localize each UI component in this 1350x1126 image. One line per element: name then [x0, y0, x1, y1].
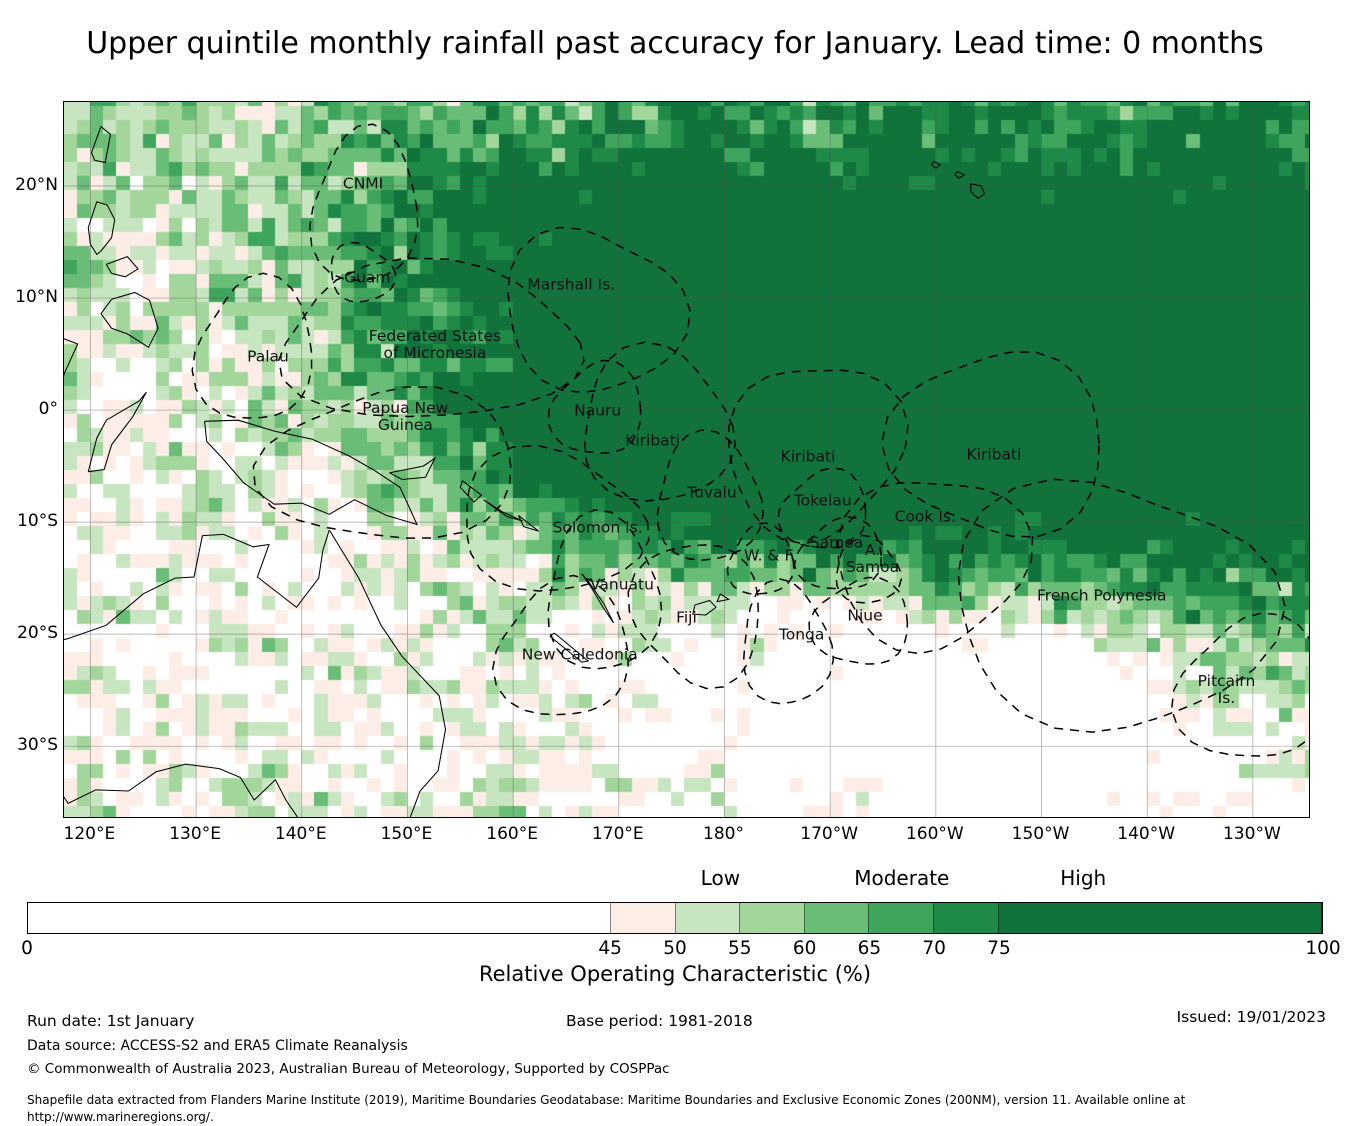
colorbar-tick-70: 70: [922, 938, 946, 959]
lat-tick-4: 20°S: [17, 623, 58, 644]
colorbar-category-high: High: [1060, 866, 1107, 890]
colorbar-tick-65: 65: [857, 938, 882, 959]
lon-tick-4: 160°E: [486, 824, 538, 844]
page-title: Upper quintile monthly rainfall past acc…: [86, 26, 1264, 61]
lon-tick-6: 180°: [703, 824, 744, 844]
lat-tick-3: 10°S: [17, 511, 58, 532]
colorbar-segment-4: [803, 903, 869, 933]
footer: Run date: 1st January Base period: 1981-…: [0, 1008, 1350, 1124]
colorbar-gradient: [27, 902, 1323, 934]
map-figure: CNMI Guam Marshall Is. Palau Federated State…: [63, 101, 1310, 818]
colorbar-tick-75: 75: [987, 938, 1011, 959]
base-period: Base period: 1981-2018: [566, 1012, 753, 1030]
colorbar-category-moderate: Moderate: [854, 866, 950, 890]
colorbar-tick-50: 50: [663, 938, 687, 959]
copyright-notice: © Commonwealth of Australia 2023, Austra…: [27, 1061, 670, 1077]
lon-tick-7: 170°W: [800, 824, 859, 844]
colorbar-tick-45: 45: [598, 938, 622, 959]
colorbar-tick-0: 0: [21, 938, 33, 959]
lon-tick-3: 150°E: [380, 824, 433, 844]
colorbar-tick-100: 100: [1305, 938, 1341, 959]
run-date: Run date: 1st January: [27, 1012, 195, 1030]
colorbar-category-low: Low: [700, 866, 741, 890]
roc-raster-heatmap: [64, 102, 1309, 817]
colorbar-segment-5: [868, 903, 934, 933]
colorbar-tick-60: 60: [792, 938, 817, 959]
colorbar-tick-55: 55: [728, 938, 752, 959]
map-axes: CNMI Guam Marshall Is. Palau Federated State…: [63, 101, 1310, 818]
colorbar-axis-title: Relative Operating Characteristic (%): [478, 962, 872, 986]
lon-tick-5: 170°E: [591, 824, 644, 844]
shapefile-attribution: Shapefile data extracted from Flanders M…: [27, 1093, 1186, 1124]
colorbar-segment-6: [933, 903, 998, 933]
lat-tick-2: 0°: [38, 399, 58, 420]
colorbar-segment-2: [674, 903, 740, 933]
lon-tick-1: 130°E: [169, 824, 221, 844]
colorbar-segment-0: [28, 903, 610, 933]
lon-tick-8: 160°W: [905, 824, 964, 844]
lat-tick-1: 10°N: [15, 287, 58, 308]
colorbar-segment-3: [739, 903, 804, 933]
colorbar-segment-1: [609, 903, 675, 933]
lat-tick-5: 30°S: [17, 735, 58, 756]
lon-tick-11: 130°W: [1222, 824, 1281, 844]
lon-tick-0: 120°E: [63, 824, 116, 844]
lon-tick-9: 150°W: [1011, 824, 1070, 844]
lat-tick-0: 20°N: [15, 175, 58, 196]
colorbar-segment-7: [997, 903, 1321, 933]
data-source: Data source: ACCESS-S2 and ERA5 Climate …: [27, 1038, 408, 1054]
colorbar-segment-8: [1320, 903, 1322, 933]
issued-date: Issued: 19/01/2023: [1176, 1008, 1326, 1026]
colorbar: [27, 902, 1323, 934]
lon-tick-2: 140°E: [274, 824, 327, 844]
lon-tick-10: 140°W: [1117, 824, 1176, 844]
